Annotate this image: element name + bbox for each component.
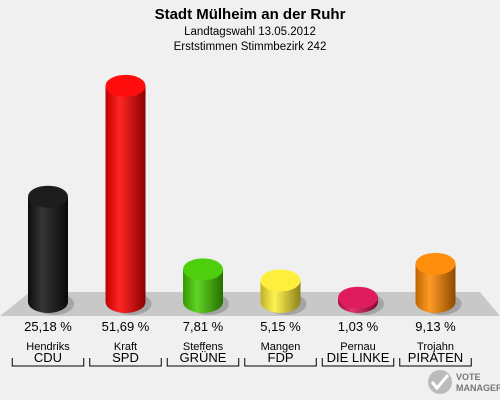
chart-subtitle-district: Erststimmen Stimmbezirk 242 (174, 41, 327, 53)
party-label: SPD (112, 350, 139, 365)
value-label: 25,18 % (24, 319, 72, 334)
category-bracket (89, 358, 162, 367)
candidate-label: Steffens (183, 341, 224, 353)
candidate-label: Trojahn (417, 341, 454, 353)
logo-text-vote: VOTE (456, 372, 481, 382)
category-bracket (399, 358, 472, 367)
bar-body (415, 263, 456, 313)
value-label: 5,15 % (260, 319, 301, 334)
candidate-label: Kraft (114, 341, 137, 353)
bars-group (28, 74, 462, 315)
party-label: DIE LINKE (327, 350, 390, 365)
logo-text-manager: MANAGER (456, 383, 500, 393)
category-bracket (244, 358, 317, 367)
bar-top (338, 286, 378, 309)
bar-top (183, 258, 223, 281)
bar-spd (105, 74, 152, 315)
bar-body (183, 269, 223, 313)
candidate-label: Mangen (261, 341, 301, 353)
category-bracket (11, 358, 85, 367)
bar-top (105, 74, 146, 97)
bar-fdp (260, 269, 307, 315)
bar-top (28, 185, 68, 208)
chart-title: Stadt Mülheim an der Ruhr (155, 6, 346, 23)
chart-subtitle-election: Landtagswahl 13.05.2012 (184, 26, 316, 38)
value-label: 7,81 % (183, 319, 224, 334)
bar-top (260, 269, 301, 292)
value-label: 9,13 % (415, 319, 456, 334)
bar-body (105, 85, 146, 313)
candidate-label: Pernau (340, 341, 375, 353)
candidate-label: Hendriks (26, 341, 70, 353)
category-bracket (321, 358, 395, 367)
vote-manager-logo: VOTE MANAGER (428, 370, 500, 394)
value-label: 51,69 % (102, 319, 150, 334)
bar-grüne (183, 258, 229, 315)
party-label: CDU (34, 350, 62, 365)
bar-piraten (415, 252, 462, 315)
bar-cdu (28, 185, 74, 315)
bar-body (28, 196, 68, 313)
party-label: PIRATEN (408, 350, 463, 365)
party-label: FDP (268, 350, 294, 365)
value-label: 1,03 % (338, 319, 379, 334)
category-bracket (166, 358, 240, 367)
bar-top (415, 252, 456, 275)
bar-die-linke (338, 286, 384, 315)
party-label: GRÜNE (180, 350, 227, 365)
